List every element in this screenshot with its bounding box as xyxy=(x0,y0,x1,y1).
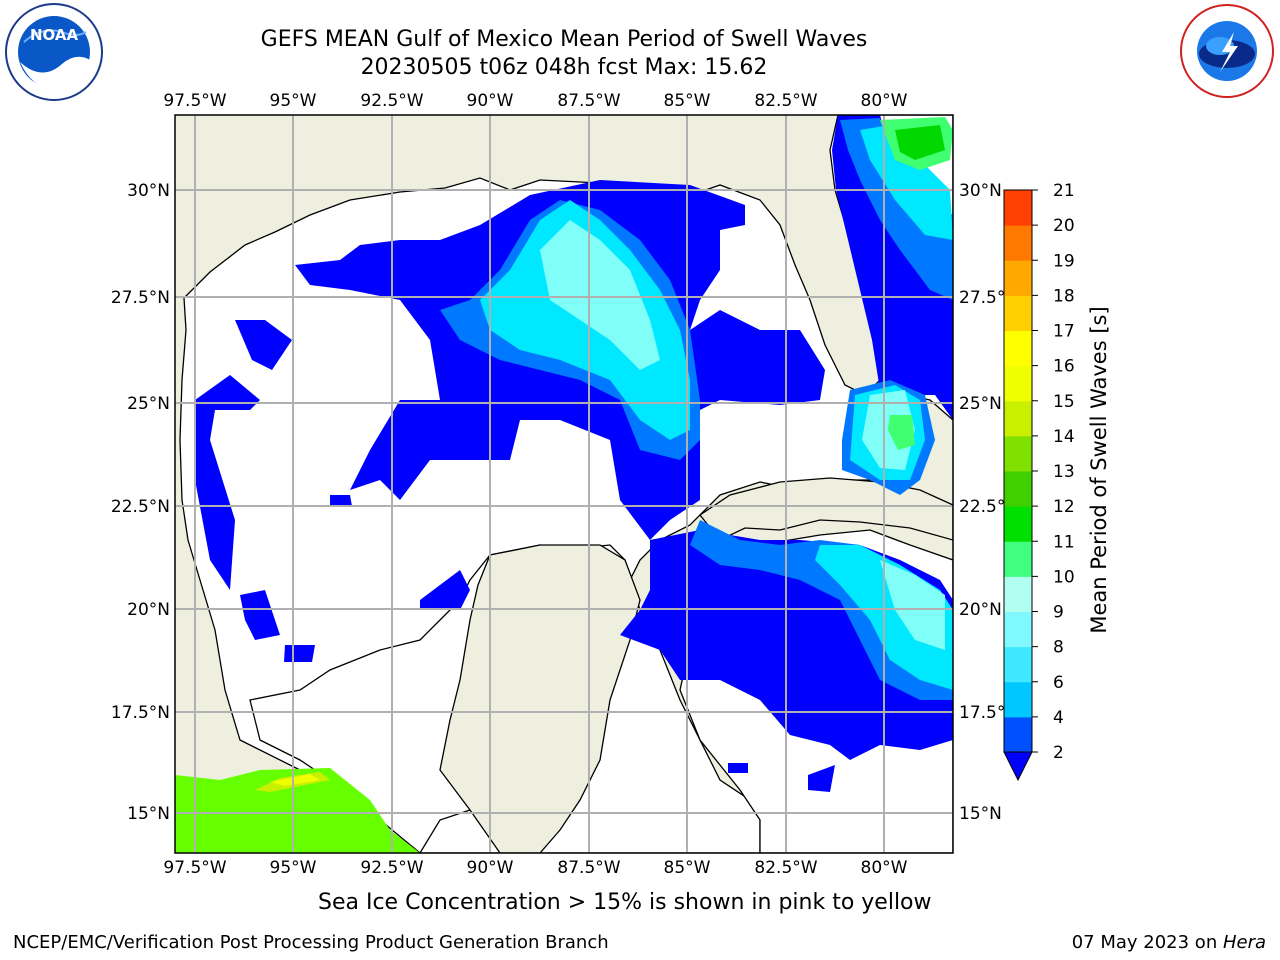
colorbar-segment xyxy=(1004,541,1032,577)
colorbar-segment xyxy=(1004,225,1032,261)
footer-host: Hera xyxy=(1222,932,1266,953)
noaa-logo-icon: NOAA xyxy=(5,3,103,101)
lon-labels-bottom: 97.5°W 95°W 92.5°W 90°W 87.5°W 85°W 82.5°W 80°W xyxy=(163,858,907,878)
chart-title: GEFS MEAN Gulf of Mexico Mean Period of … xyxy=(260,27,868,52)
colorbar-tick-label: 15 xyxy=(1053,392,1075,412)
lon-label-bottom: 85°W xyxy=(664,858,711,878)
colorbar-segment xyxy=(1004,506,1032,542)
lon-label-top: 95°W xyxy=(270,91,317,111)
noaa-logo-text: NOAA xyxy=(30,26,79,44)
colorbar-segment xyxy=(1004,646,1032,683)
colorbar-tick-label: 16 xyxy=(1053,357,1075,377)
lon-label-bottom: 90°W xyxy=(467,858,514,878)
colorbar-extend-arrow xyxy=(1003,751,1033,782)
lon-label-top: 85°W xyxy=(664,91,711,111)
map-frame xyxy=(174,114,954,854)
colorbar-tick-label: 11 xyxy=(1053,532,1075,552)
lat-labels-right: 30°N 27.5°N 25°N 22.5°N 20°N 17.5°N 15°N xyxy=(959,181,1018,824)
lat-label-right: 30°N xyxy=(959,181,1002,201)
footer-credit: NCEP/EMC/Verification Post Processing Pr… xyxy=(13,932,609,953)
lat-label-left: 15°N xyxy=(127,804,170,824)
colorbar-tick-label: 2 xyxy=(1053,743,1064,763)
colorbar-segment xyxy=(1004,400,1032,437)
colorbar: 2 4 6 8 9 10 11 12 13 14 15 16 17 18 19 20 21 xyxy=(1003,181,1075,782)
colorbar-tick-label: 13 xyxy=(1053,462,1075,482)
lat-labels-left: 30°N 27.5°N 25°N 22.5°N 20°N 17.5°N 15°N xyxy=(111,181,170,824)
colorbar-segment xyxy=(1004,611,1032,648)
pacific-swell xyxy=(175,768,420,853)
colorbar-label: Mean Period of Swell Waves [s] xyxy=(1087,306,1111,633)
colorbar-segment xyxy=(1004,471,1032,507)
lat-label-right: 22.5°N xyxy=(959,497,1018,517)
colorbar-tick-label: 19 xyxy=(1053,251,1075,271)
map-grid xyxy=(175,115,953,853)
footer-date-text: 07 May 2023 on xyxy=(1071,932,1223,953)
sea-ice-note: Sea Ice Concentration > 15% is shown in … xyxy=(318,890,932,915)
lon-labels-top: 97.5°W 95°W 92.5°W 90°W 87.5°W 85°W 82.5°W 80°W xyxy=(163,91,907,111)
lat-label-left: 20°N xyxy=(127,600,170,620)
colorbar-segment xyxy=(1004,260,1032,296)
colorbar-tick-label: 20 xyxy=(1053,216,1075,236)
colorbar-segment xyxy=(1004,716,1032,753)
lon-label-top: 92.5°W xyxy=(360,91,423,111)
lon-label-bottom: 95°W xyxy=(270,858,317,878)
colorbar-segment xyxy=(1004,435,1032,472)
lon-label-top: 82.5°W xyxy=(754,91,817,111)
lat-label-left: 30°N xyxy=(127,181,170,201)
colorbar-segment xyxy=(1004,190,1032,226)
lon-label-top: 97.5°W xyxy=(163,91,226,111)
cuba-land xyxy=(699,477,953,541)
colorbar-tick-label: 18 xyxy=(1053,286,1075,306)
colorbar-tick-label: 8 xyxy=(1053,638,1064,658)
colorbar-segment xyxy=(1004,365,1032,402)
lon-label-bottom: 92.5°W xyxy=(360,858,423,878)
map-area xyxy=(175,115,953,853)
lat-label-left: 25°N xyxy=(127,394,170,414)
colorbar-tick-label: 14 xyxy=(1053,427,1075,447)
colorbar-tick-label: 12 xyxy=(1053,497,1075,517)
colorbar-segment xyxy=(1004,681,1032,718)
lat-label-right: 25°N xyxy=(959,394,1002,414)
lon-label-bottom: 82.5°W xyxy=(754,858,817,878)
colorbar-tick-label: 17 xyxy=(1053,322,1075,342)
colorbar-tick-label: 6 xyxy=(1053,673,1064,693)
colorbar-tick-label: 21 xyxy=(1053,181,1075,201)
nws-logo-icon xyxy=(1180,4,1274,98)
lat-label-left: 22.5°N xyxy=(111,497,170,517)
footer-date: 07 May 2023 on Hera xyxy=(1072,932,1266,953)
lat-label-left: 17.5°N xyxy=(111,703,170,723)
colorbar-tick-label: 10 xyxy=(1053,567,1075,587)
lon-label-bottom: 80°W xyxy=(861,858,908,878)
lat-label-left: 27.5°N xyxy=(111,288,170,308)
colorbar-segment xyxy=(1004,576,1032,612)
lon-label-top: 80°W xyxy=(861,91,908,111)
lon-label-top: 87.5°W xyxy=(557,91,620,111)
colorbar-segment xyxy=(1004,295,1032,331)
lat-label-right: 20°N xyxy=(959,600,1002,620)
colorbar-tick-label: 9 xyxy=(1053,603,1064,623)
lon-label-top: 90°W xyxy=(467,91,514,111)
chart-subtitle: 20230505 t06z 048h fcst Max: 15.62 xyxy=(360,55,768,80)
lat-label-right: 15°N xyxy=(959,804,1002,824)
lat-label-right: 27.5°N xyxy=(959,288,1018,308)
lon-label-bottom: 87.5°W xyxy=(557,858,620,878)
colorbar-tick-label: 4 xyxy=(1053,708,1064,728)
lat-label-right: 17.5°N xyxy=(959,703,1018,723)
colorbar-segment xyxy=(1004,330,1032,367)
lon-label-bottom: 97.5°W xyxy=(163,858,226,878)
